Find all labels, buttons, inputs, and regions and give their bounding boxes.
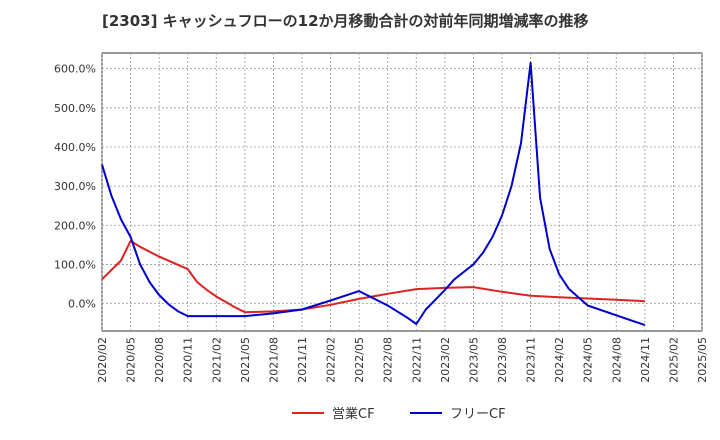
y-tick-label: 100.0% — [54, 258, 96, 271]
x-tick-label: 2022/02 — [325, 337, 338, 383]
y-tick-label: 0.0% — [68, 298, 96, 311]
x-tick-label: 2020/11 — [182, 337, 195, 383]
x-tick-label: 2021/11 — [296, 337, 309, 383]
y-tick-label: 600.0% — [54, 63, 96, 76]
y-tick-label: 400.0% — [54, 141, 96, 154]
x-tick-label: 2024/05 — [582, 337, 595, 383]
x-tick-label: 2020/08 — [153, 337, 166, 383]
x-tick-label: 2021/08 — [267, 337, 280, 383]
plot-area — [101, 52, 703, 332]
x-tick-label: 2023/05 — [467, 337, 480, 383]
x-tick-label: 2024/11 — [639, 337, 652, 383]
x-tick-label: 2021/02 — [210, 337, 223, 383]
legend-label-2: フリーCF — [450, 407, 506, 422]
x-tick-label: 2024/02 — [553, 337, 566, 383]
x-tick-label: 2023/02 — [439, 337, 452, 383]
x-tick-label: 2022/08 — [382, 337, 395, 383]
chart-title: [2303] キャッシュフローの12か月移動合計の対前年同期増減率の推移 — [102, 12, 589, 30]
x-tick-label: 2023/11 — [525, 337, 538, 383]
y-tick-label: 500.0% — [54, 102, 96, 115]
x-tick-label: 2023/08 — [496, 337, 509, 383]
x-tick-label: 2022/05 — [353, 337, 366, 383]
y-tick-label: 200.0% — [54, 219, 96, 232]
x-tick-label: 2025/02 — [667, 337, 680, 383]
x-tick-label: 2020/02 — [96, 337, 109, 383]
y-tick-label: 300.0% — [54, 180, 96, 193]
x-tick-label: 2025/05 — [696, 337, 709, 383]
x-tick-label: 2021/05 — [239, 337, 252, 383]
x-tick-label: 2020/05 — [125, 337, 138, 383]
x-tick-label: 2022/11 — [410, 337, 423, 383]
x-tick-label: 2024/08 — [610, 337, 623, 383]
legend-label-1: 営業CF — [332, 406, 375, 422]
series-line-2 — [101, 61, 646, 327]
